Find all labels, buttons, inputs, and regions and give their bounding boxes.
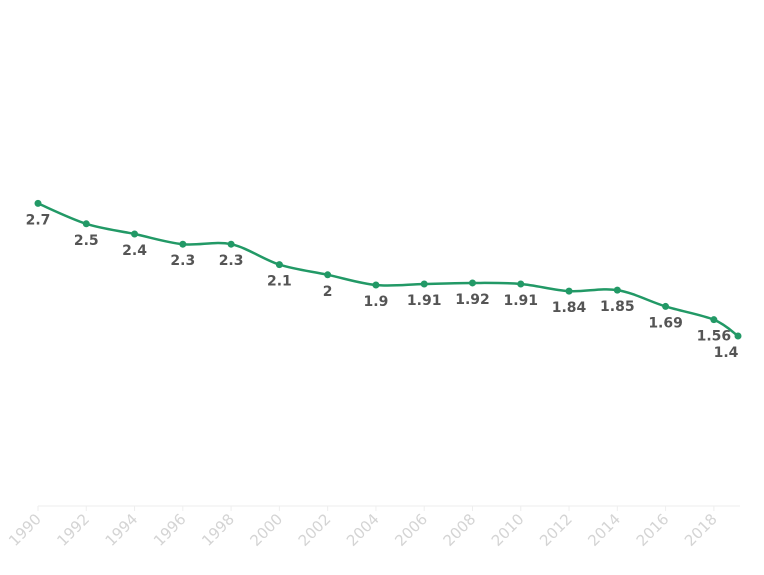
data-point <box>565 287 573 295</box>
data-point <box>324 271 332 279</box>
x-tick-label: 2014 <box>584 510 624 550</box>
data-labels: 2.7 2.5 2.4 2.3 2.3 2.1 2 1.9 1.91 1.92 1.91 1.84 1.… <box>26 212 739 361</box>
data-point <box>82 220 90 228</box>
x-tick-label: 2002 <box>295 510 335 550</box>
x-axis-ticks <box>37 506 715 511</box>
data-label: 2.7 <box>26 212 51 228</box>
data-label: 2.5 <box>74 233 99 249</box>
data-point <box>275 261 283 269</box>
x-tick-label: 2018 <box>681 510 721 550</box>
x-tick-label: 1998 <box>198 510 238 550</box>
data-point <box>662 302 670 310</box>
x-tick-label: 1994 <box>102 510 142 550</box>
x-tick-label: 2010 <box>488 510 528 550</box>
data-point <box>420 280 428 288</box>
x-axis-tick-labels: 1990 1992 1994 1996 1998 2000 2002 2004 2006 2008… <box>5 510 721 550</box>
x-tick-label: 2004 <box>343 510 383 550</box>
data-label: 2.4 <box>122 243 147 259</box>
data-label: 1.85 <box>600 299 635 315</box>
data-point <box>131 230 139 238</box>
x-tick-label: 2012 <box>536 510 576 550</box>
data-label: 1.69 <box>648 315 683 331</box>
data-point <box>613 286 621 294</box>
data-point <box>468 279 476 287</box>
series-line <box>36 202 740 338</box>
data-label: 1.92 <box>455 292 490 308</box>
data-label: 2 <box>323 284 333 300</box>
data-point <box>517 280 525 288</box>
data-point <box>179 240 187 248</box>
x-tick-label: 2000 <box>246 510 286 550</box>
data-label: 2.1 <box>267 274 292 290</box>
x-tick-label: 2006 <box>391 510 431 550</box>
data-label: 1.4 <box>714 345 739 361</box>
data-point <box>372 281 380 289</box>
x-tick-label: 2008 <box>440 510 480 550</box>
data-label: 2.3 <box>170 253 195 269</box>
x-tick-label: 1992 <box>53 510 93 550</box>
data-label: 1.9 <box>364 294 389 310</box>
data-label: 1.84 <box>552 300 587 316</box>
x-tick-label: 1996 <box>150 510 190 550</box>
data-label: 1.56 <box>697 329 732 345</box>
data-point <box>734 332 742 340</box>
data-points <box>34 199 742 340</box>
data-label: 1.91 <box>503 293 538 309</box>
x-tick-label: 1990 <box>5 510 45 550</box>
x-tick-label: 2016 <box>633 510 673 550</box>
data-label: 1.91 <box>407 293 442 309</box>
data-label: 2.3 <box>219 253 244 269</box>
data-point <box>227 240 235 248</box>
data-point <box>710 316 718 324</box>
data-point <box>34 199 42 207</box>
